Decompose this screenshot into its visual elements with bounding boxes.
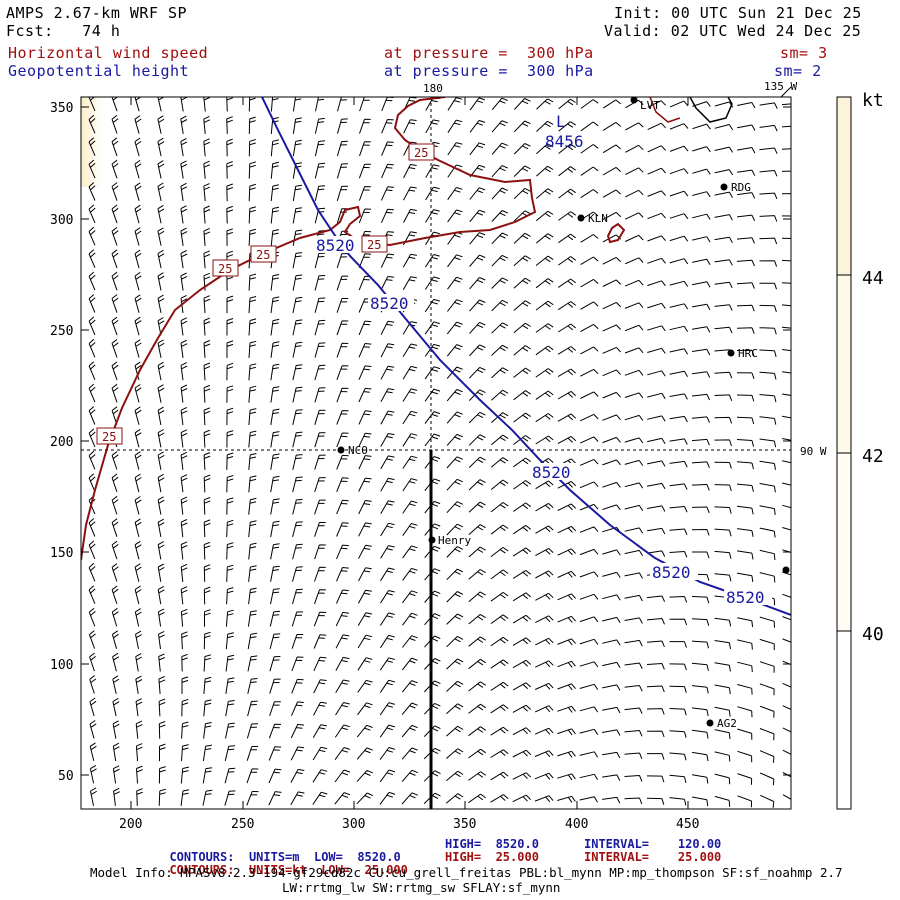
wind-label: 25 [256, 248, 270, 262]
height-label: 8520 [316, 236, 355, 255]
contour2-high: HIGH= 25.000 [445, 850, 539, 864]
y-tick-label: 50 [58, 769, 74, 784]
contour1-low: LOW= 8520.0 [313, 850, 401, 864]
y-tick-label: 100 [50, 658, 73, 673]
wind-contour-25 [606, 222, 626, 244]
coastline [649, 96, 681, 123]
station-label: LVT [640, 99, 660, 112]
wind-label: 25 [102, 430, 116, 444]
speed-shading [81, 97, 103, 187]
wind-label: 25 [218, 262, 232, 276]
wind-barb-field [88, 97, 791, 808]
contour2-label: CONTOURS: [169, 863, 235, 877]
y-tick-label: 200 [50, 435, 73, 450]
x-tick-label: 450 [676, 817, 699, 832]
height-label: 8520 [370, 294, 409, 313]
contour1-high: HIGH= 8520.0 [445, 837, 539, 851]
model-info: Model Info: MPASv8.2.3-194-gf29cd82c CU:… [90, 865, 843, 880]
colorbar-label: 42 [862, 446, 884, 467]
field1-smooth: sm= 3 [780, 44, 828, 62]
station-label: RDG [731, 181, 751, 194]
field2-level: at pressure = 300 hPa [384, 62, 594, 80]
colorbar-unit: kt [862, 90, 884, 111]
field2-name: Geopotential height [8, 62, 190, 80]
colorbar-label: 44 [862, 268, 884, 289]
y-tick-label: 300 [50, 213, 73, 228]
height-label: 8520 [726, 588, 765, 607]
x-tick-label: 200 [119, 817, 142, 832]
station-marker [706, 719, 714, 727]
x-tick-label: 400 [565, 817, 588, 832]
x-tick-label: 350 [453, 817, 476, 832]
valid-time: Valid: 02 UTC Wed 24 Dec 25 [604, 22, 862, 40]
station-marker [577, 214, 585, 222]
height-label: 8520 [652, 563, 691, 582]
station-label: AG2 [717, 717, 737, 730]
model-title: AMPS 2.67-km WRF SP [6, 4, 188, 22]
wind-label: 25 [414, 146, 428, 160]
model-physics: LW:rrtmg_lw SW:rrtmg_sw SFLAY:sf_mynn [282, 880, 561, 895]
coastline [689, 96, 733, 123]
grid-label-135w: 135 W [764, 80, 797, 93]
contour2-low: LOW= 25.000 [321, 863, 408, 877]
height-contour-8520 [261, 97, 791, 616]
station-marker [720, 183, 728, 191]
contour2-units: UNITS=kt [248, 863, 307, 877]
x-tick-label: 250 [231, 817, 254, 832]
grid-label-180: 180 [423, 82, 443, 95]
init-time: Init: 00 UTC Sun 21 Dec 25 [614, 4, 862, 22]
contour1-interval: INTERVAL= 120.00 [584, 837, 722, 851]
plot-frame [80, 96, 792, 810]
height-label: 8520 [532, 463, 571, 482]
station-marker [337, 446, 345, 454]
forecast-hour: Fcst: 74 h [6, 22, 121, 40]
station-marker [428, 536, 436, 544]
x-tick-label: 300 [342, 817, 365, 832]
y-tick-label: 250 [50, 324, 73, 339]
station-label: Henry [438, 534, 471, 547]
field1-level: at pressure = 300 hPa [384, 44, 594, 62]
station-marker [782, 566, 790, 574]
wind-label: 25 [367, 238, 381, 252]
low-value-label: 8456 [545, 132, 584, 151]
meridian-135w [780, 86, 792, 98]
colorbar: kt 44 42 40 [836, 90, 884, 810]
y-tick-label: 150 [50, 546, 73, 561]
contour1-label: CONTOURS: [169, 850, 235, 864]
grid-label-90w: 90 W [800, 445, 827, 458]
station-label: HRC [738, 347, 758, 360]
low-marker: L [556, 112, 566, 131]
station-marker [727, 349, 735, 357]
contour2-interval: INTERVAL= 25.000 [584, 850, 722, 864]
contour1-units: UNITS=m [248, 850, 300, 864]
colorbar-label: 40 [862, 624, 884, 645]
plot-area [81, 97, 791, 809]
station-label: NCO [348, 444, 368, 457]
station-label: KLN [588, 212, 608, 225]
wind-barbs [88, 97, 791, 808]
field1-name: Horizontal wind speed [8, 44, 209, 62]
station-marker [630, 96, 638, 104]
field2-smooth: sm= 2 [774, 62, 822, 80]
y-tick-label: 350 [50, 101, 73, 116]
